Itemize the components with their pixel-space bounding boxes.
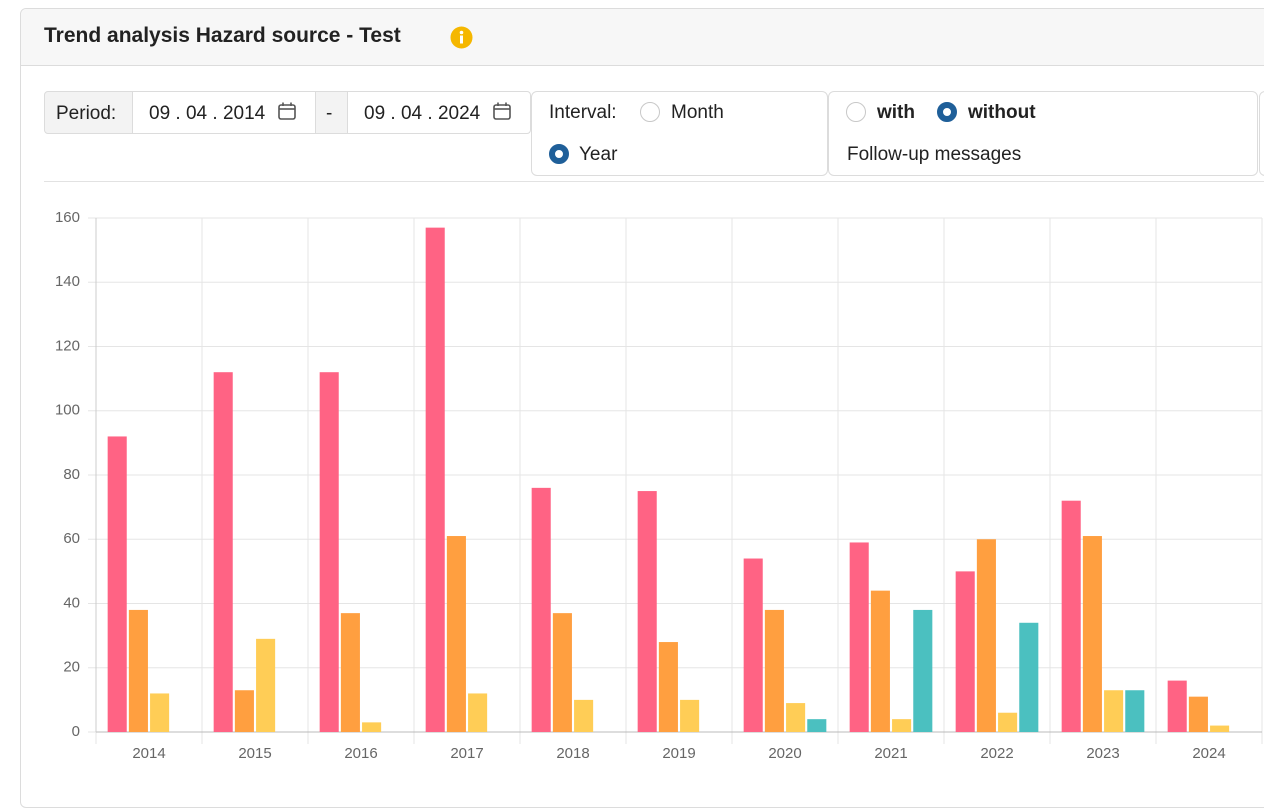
x-tick-label: 2023	[1086, 745, 1119, 762]
end-date-input[interactable]	[347, 91, 531, 134]
bar	[256, 638, 276, 732]
y-tick-label: 60	[63, 530, 80, 547]
bar	[150, 693, 170, 732]
follow-up-box	[828, 91, 1258, 176]
calendar-icon[interactable]	[492, 101, 512, 121]
bar	[892, 719, 912, 732]
bar	[849, 542, 869, 732]
bar	[955, 571, 975, 732]
bar	[1082, 536, 1102, 732]
bar	[446, 536, 466, 732]
y-tick-label: 20	[63, 659, 80, 676]
title: Trend analysis Hazard source - Test	[44, 24, 401, 47]
bar	[913, 609, 933, 732]
x-tick-label: 2014	[132, 745, 165, 762]
x-tick-label: 2021	[874, 745, 907, 762]
x-tick-label: 2018	[556, 745, 589, 762]
bar	[807, 719, 827, 732]
x-tick-label: 2015	[238, 745, 271, 762]
divider	[44, 181, 1264, 182]
x-tick-label: 2020	[768, 745, 801, 762]
follow-up-option[interactable]: without	[968, 102, 1036, 123]
radio-year[interactable]	[549, 144, 569, 164]
bar	[107, 436, 127, 732]
panel-header	[21, 9, 1264, 66]
start-date-input[interactable]	[132, 91, 316, 134]
bar	[1210, 725, 1230, 732]
interval-option[interactable]: Year	[579, 144, 618, 165]
x-tick-label: 2019	[662, 745, 695, 762]
calendar-icon[interactable]	[277, 101, 297, 121]
bar	[658, 642, 678, 732]
radio-without[interactable]	[937, 102, 957, 122]
bar	[743, 558, 763, 732]
interval-label: Interval:	[549, 102, 617, 123]
separator: -	[326, 103, 333, 124]
follow-up-label: Follow-up messages	[847, 144, 1022, 165]
interval-box	[531, 91, 828, 176]
start-date[interactable]: 09 . 04 . 2014	[149, 103, 266, 124]
y-tick-label: 40	[63, 594, 80, 611]
bar	[786, 703, 806, 732]
x-tick-label: 2016	[344, 745, 377, 762]
bar	[870, 590, 890, 732]
period-label: Period:	[56, 103, 117, 124]
bar	[319, 372, 339, 732]
bar	[1104, 690, 1124, 732]
x-tick-label: 2022	[980, 745, 1013, 762]
bar	[128, 609, 148, 732]
bar	[1019, 622, 1039, 732]
bar	[574, 699, 594, 732]
end-date[interactable]: 09 . 04 . 2024	[364, 103, 481, 124]
bar	[1167, 680, 1187, 732]
bar	[998, 712, 1018, 732]
bar	[1125, 690, 1145, 732]
y-tick-label: 0	[72, 723, 80, 740]
bar	[637, 491, 657, 732]
bar	[976, 539, 996, 732]
bar	[468, 693, 488, 732]
period-label-box	[44, 91, 133, 134]
bar	[764, 609, 784, 732]
bar	[552, 613, 572, 732]
bar	[680, 699, 700, 732]
bar	[425, 227, 445, 732]
y-tick-label: 140	[55, 273, 80, 290]
bar	[234, 690, 254, 732]
bar	[362, 722, 382, 732]
bar	[340, 613, 360, 732]
bar	[1061, 500, 1081, 732]
y-tick-label: 120	[55, 337, 80, 354]
y-tick-label: 80	[63, 466, 80, 483]
follow-up-option[interactable]: with	[877, 102, 915, 123]
y-tick-label: 100	[55, 402, 80, 419]
bar	[531, 487, 551, 732]
bar	[213, 372, 233, 732]
radio-month[interactable]	[640, 102, 660, 122]
radio-with[interactable]	[846, 102, 866, 122]
x-tick-label: 2024	[1192, 745, 1225, 762]
interval-option[interactable]: Month	[671, 102, 724, 123]
y-tick-label: 160	[55, 209, 80, 226]
bar	[1188, 696, 1208, 732]
info-icon[interactable]	[450, 26, 473, 49]
x-tick-label: 2017	[450, 745, 483, 762]
